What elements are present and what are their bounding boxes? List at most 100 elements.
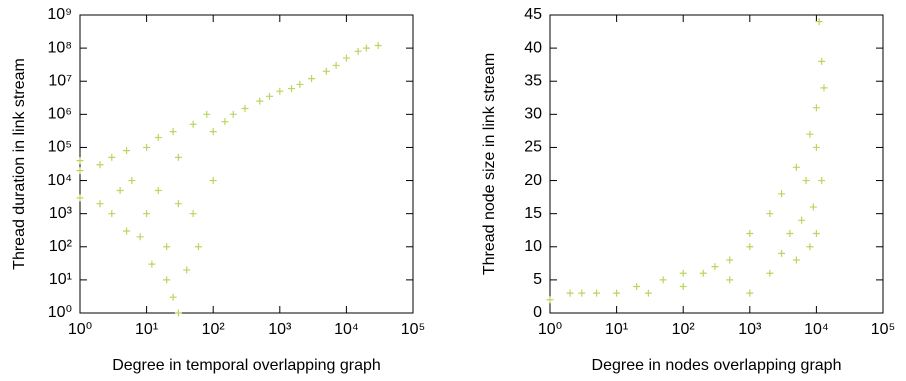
point [256, 97, 264, 105]
point [163, 276, 171, 284]
point [154, 187, 162, 195]
point [322, 67, 330, 75]
y-tick-label: 10³ [49, 205, 73, 222]
x-tick-label: 10¹ [135, 321, 158, 338]
point [362, 44, 370, 52]
point [812, 143, 820, 151]
point [593, 289, 601, 297]
point [96, 200, 104, 208]
x-axis-label: Degree in nodes overlapping graph [592, 357, 842, 374]
point [148, 260, 156, 268]
point [726, 276, 734, 284]
point [746, 289, 754, 297]
point [332, 61, 340, 69]
point [711, 263, 719, 271]
point [189, 210, 197, 218]
point [169, 128, 177, 136]
point [203, 110, 211, 118]
point [815, 18, 823, 26]
point [108, 153, 116, 161]
x-tick-label: 10⁵ [871, 321, 895, 338]
point [183, 266, 191, 274]
point [128, 177, 136, 185]
point [812, 104, 820, 112]
point [792, 163, 800, 171]
point [659, 276, 667, 284]
x-tick-label: 10⁰ [538, 321, 562, 338]
point [806, 243, 814, 251]
point [679, 269, 687, 277]
point [296, 80, 304, 88]
y-tick-label: 10² [49, 238, 73, 255]
point [566, 289, 574, 297]
y-tick-label: 10⁴ [47, 172, 72, 189]
y-axis-label: Thread node size in link stream [481, 53, 498, 275]
point [116, 187, 124, 195]
point [578, 289, 586, 297]
x-tick-label: 10³ [268, 321, 292, 338]
y-tick-label: 45 [524, 6, 542, 23]
point [221, 118, 229, 126]
point [806, 130, 814, 138]
point [174, 153, 182, 161]
y-tick-label: 30 [524, 106, 542, 123]
point [644, 289, 652, 297]
y-tick-label: 10⁹ [47, 6, 72, 23]
y-tick-label: 10⁶ [48, 106, 72, 123]
point [143, 143, 151, 151]
point [76, 167, 84, 175]
point [679, 283, 687, 291]
x-axis-label: Degree in temporal overlapping graph [112, 357, 381, 374]
point [820, 84, 828, 92]
point [778, 190, 786, 198]
point [76, 194, 84, 202]
x-tick-label: 10² [202, 321, 226, 338]
point [798, 216, 806, 224]
point [809, 203, 817, 211]
point [189, 120, 197, 128]
y-axis-label: Thread duration in link stream [11, 58, 28, 270]
point [726, 256, 734, 264]
point [174, 309, 182, 317]
point [76, 157, 84, 165]
point [229, 110, 237, 118]
point [265, 92, 273, 100]
point [354, 47, 362, 55]
x-tick-label: 10³ [738, 321, 762, 338]
point [194, 243, 202, 251]
point [136, 233, 144, 241]
x-tick-label: 10⁵ [401, 321, 425, 338]
point [374, 41, 382, 49]
point [792, 256, 800, 264]
point [209, 128, 217, 136]
point [613, 289, 621, 297]
point [766, 269, 774, 277]
y-tick-label: 15 [524, 205, 542, 222]
plot-frame [79, 14, 414, 314]
point [209, 177, 217, 185]
point [778, 249, 786, 257]
point [108, 210, 116, 218]
point [812, 230, 820, 238]
y-tick-label: 10 [524, 238, 542, 255]
point [123, 227, 131, 235]
y-tick-label: 10¹ [49, 271, 72, 288]
y-tick-label: 10⁵ [48, 139, 72, 156]
y-tick-label: 0 [533, 304, 542, 321]
point [123, 147, 131, 155]
point [169, 293, 177, 301]
point [163, 243, 171, 251]
x-tick-label: 10² [672, 321, 696, 338]
plot-frame [549, 14, 884, 314]
x-tick-label: 10⁴ [334, 321, 359, 338]
point [96, 161, 104, 169]
point [154, 133, 162, 141]
point [633, 283, 641, 291]
point [699, 269, 707, 277]
point [174, 200, 182, 208]
point [308, 75, 316, 83]
y-tick-label: 40 [524, 39, 542, 56]
point [802, 177, 810, 185]
point [546, 296, 554, 304]
